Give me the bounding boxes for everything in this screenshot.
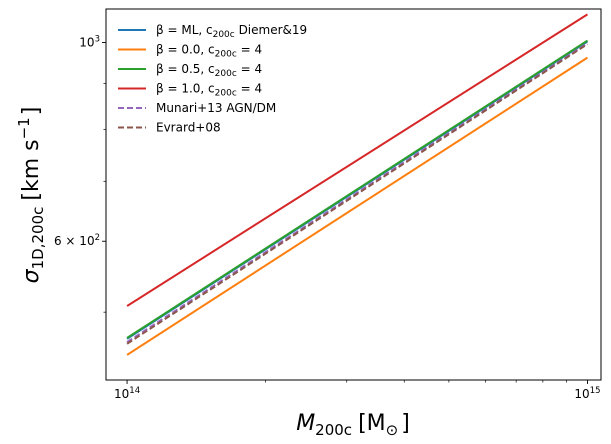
legend-label-1: β = 0.0, c200c = 4 (156, 43, 262, 60)
legend-label-4: Munari+13 AGN/DM (156, 101, 276, 115)
y-axis-title-main: σ (19, 268, 44, 283)
series-line-5 (126, 43, 589, 345)
x-tick-label-1: 1015 (574, 386, 600, 401)
x-axis-title-unit: [M (358, 411, 386, 436)
legend-label-0: β = ML, c200c Diemer&19 (156, 23, 307, 40)
plot-frame (105, 8, 602, 381)
series-line-1 (126, 56, 589, 356)
y-tick-label-0: 6 × 102 (54, 233, 100, 248)
y-axis-title-unit: [km s (19, 139, 44, 200)
series-line-3 (126, 13, 589, 307)
legend-label-2: β = 0.5, c200c = 4 (156, 62, 262, 79)
y-axis-title-unit-close: ] (19, 107, 44, 116)
legend-label-5: Evrard+08 (156, 121, 221, 135)
series-layer (126, 13, 589, 356)
series-line-4 (126, 42, 589, 343)
y-axis-title: σ1D,200c [km s−1] (15, 107, 47, 284)
x-axis-title-main: M (296, 411, 315, 436)
y-tick-label-1: 103 (79, 35, 100, 50)
series-line-2 (126, 39, 589, 339)
x-axis-title-unit-sub: ⊙ (386, 421, 399, 439)
y-axis-title-unit-sup: −1 (15, 117, 33, 139)
x-axis-title-unit-close: ] (401, 411, 410, 436)
x-axis-title: M200c [M⊙] (296, 411, 410, 439)
x-axis-title-sub: 200c (315, 421, 352, 439)
x-tick-label-0: 1014 (114, 386, 140, 401)
y-axis-title-sub: 1D,200c (29, 207, 47, 270)
x-ticks: 1014 1015 (114, 380, 601, 401)
legend-label-3: β = 1.0, c200c = 4 (156, 82, 262, 99)
y-ticks: 6 × 102 103 (54, 35, 106, 313)
legend: β = ML, c200c Diemer&19 β = 0.0, c200c = … (118, 23, 307, 135)
